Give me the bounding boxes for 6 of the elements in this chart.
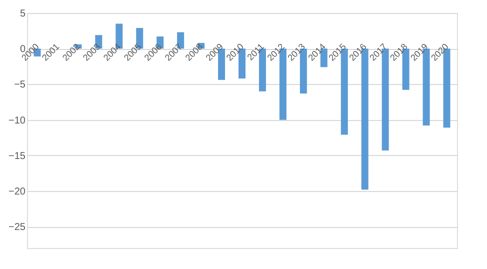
y-tick-label: −25 <box>8 222 26 234</box>
y-tick-label: −20 <box>8 186 26 198</box>
y-tick-label: −15 <box>8 150 26 162</box>
y-tick-label: −5 <box>14 80 26 91</box>
y-tick-label: −10 <box>8 115 26 126</box>
y-tick-label: 5 <box>20 8 26 20</box>
